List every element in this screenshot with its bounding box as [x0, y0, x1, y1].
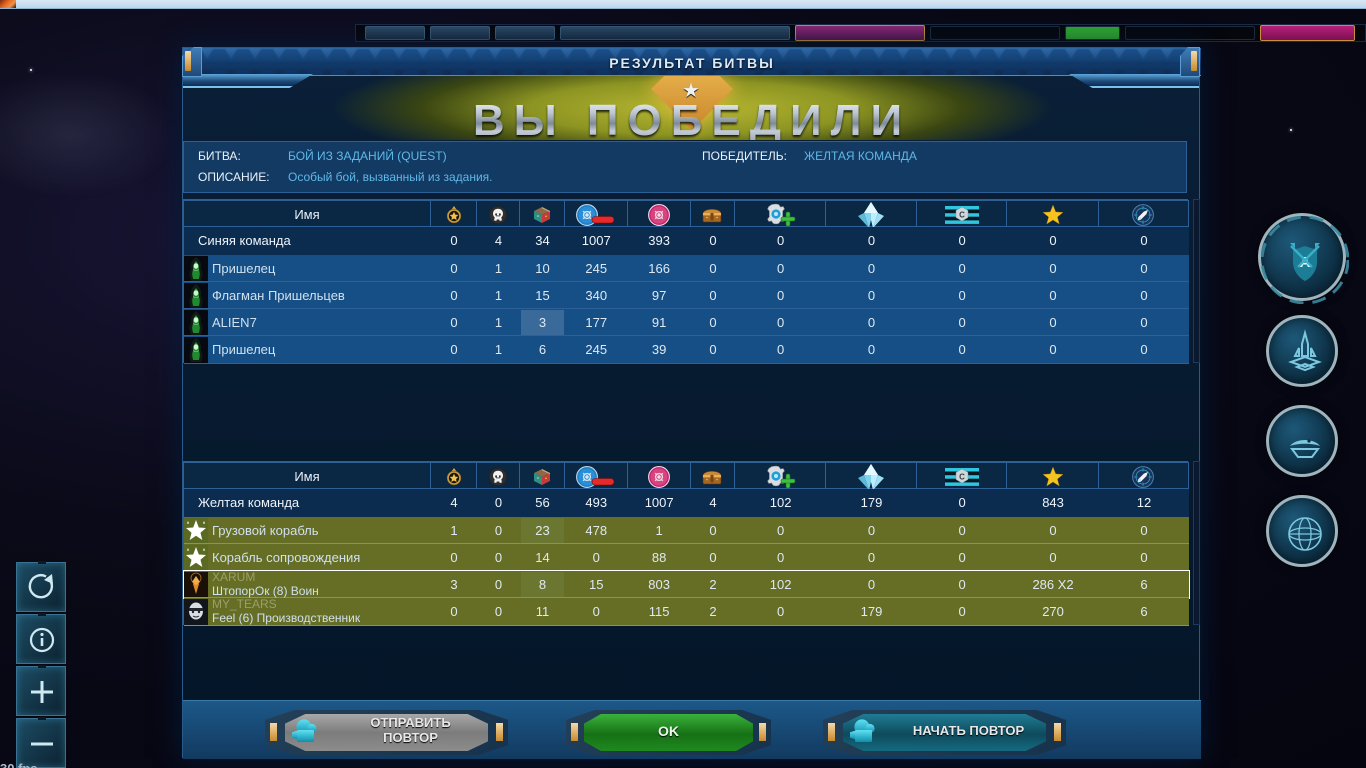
svg-text:C: C: [959, 472, 965, 481]
svg-text:C: C: [959, 210, 965, 219]
